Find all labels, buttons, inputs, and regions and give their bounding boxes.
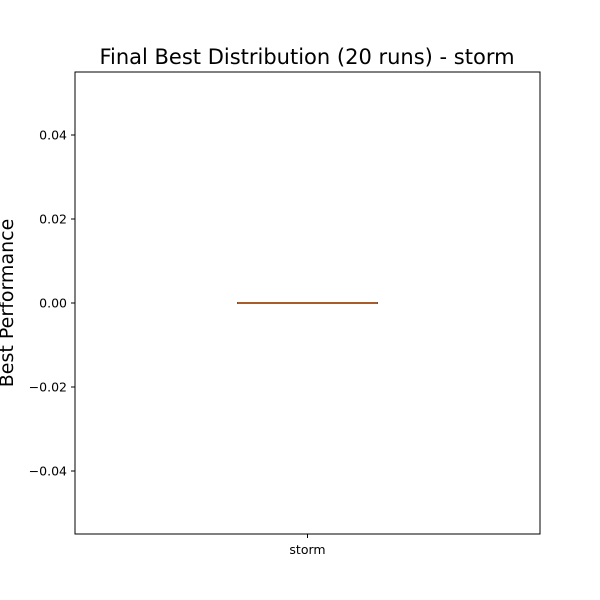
- y-tick-label: −0.02: [29, 380, 67, 395]
- y-axis-ticks: 0.04 0.02 0.00 −0.02 −0.04: [29, 128, 75, 479]
- y-tick-label: 0.02: [39, 212, 67, 227]
- x-axis-ticks: storm: [289, 534, 326, 557]
- y-tick-label: 0.00: [39, 296, 67, 311]
- y-axis-label: Best Performance: [0, 219, 18, 388]
- y-tick-label: −0.04: [29, 464, 67, 479]
- plot-area-frame: [74, 71, 541, 535]
- box-plot-marks: [237, 302, 378, 304]
- x-tick-label: storm: [289, 542, 325, 557]
- chart-title: Final Best Distribution (20 runs) - stor…: [99, 45, 514, 69]
- y-tick-label: 0.04: [39, 128, 67, 143]
